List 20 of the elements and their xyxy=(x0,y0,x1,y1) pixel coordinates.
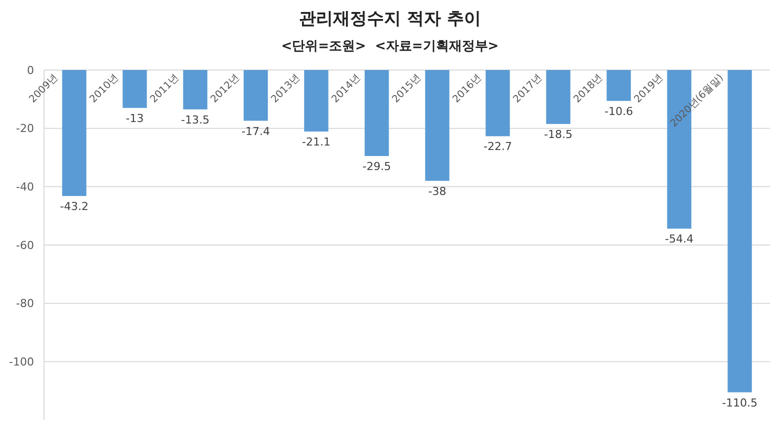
y-tick-label: -40 xyxy=(16,180,34,194)
data-label: -17.4 xyxy=(242,124,270,138)
data-label: -21.1 xyxy=(302,136,330,149)
y-tick-label: -60 xyxy=(16,238,34,252)
data-label: -29.5 xyxy=(362,160,391,174)
chart-subtitle: <단위=조원> <자료=기획재정부> xyxy=(281,39,499,54)
data-label: -38 xyxy=(428,184,446,198)
data-label: -110.5 xyxy=(722,396,758,410)
data-label: -22.7 xyxy=(484,140,512,154)
data-label: -54.4 xyxy=(665,232,694,246)
chart-title: 관리재정수지 적자 추이 xyxy=(299,9,481,29)
y-tick-label: 0 xyxy=(27,64,34,77)
data-label: -10.6 xyxy=(604,104,633,118)
y-tick-label: -80 xyxy=(16,297,34,310)
data-label: -13 xyxy=(126,112,144,125)
y-tick-label: -100 xyxy=(9,356,34,369)
data-label: -18.5 xyxy=(544,128,572,141)
data-label: -43.2 xyxy=(60,200,88,213)
data-label: -13.5 xyxy=(181,113,210,126)
y-tick-label: -20 xyxy=(16,122,34,136)
